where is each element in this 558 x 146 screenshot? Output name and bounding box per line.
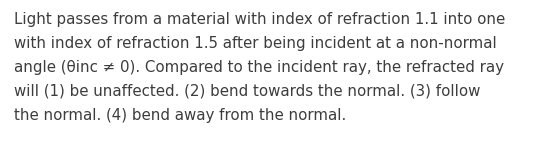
Text: the normal. (4) bend away from the normal.: the normal. (4) bend away from the norma… <box>14 108 347 123</box>
Text: with index of refraction 1.5 after being incident at a non-normal: with index of refraction 1.5 after being… <box>14 36 497 51</box>
Text: will (1) be unaffected. (2) bend towards the normal. (3) follow: will (1) be unaffected. (2) bend towards… <box>14 84 480 99</box>
Text: angle (θinc ≠ 0). Compared to the incident ray, the refracted ray: angle (θinc ≠ 0). Compared to the incide… <box>14 60 504 75</box>
Text: Light passes from a material with index of refraction 1.1 into one: Light passes from a material with index … <box>14 12 505 27</box>
